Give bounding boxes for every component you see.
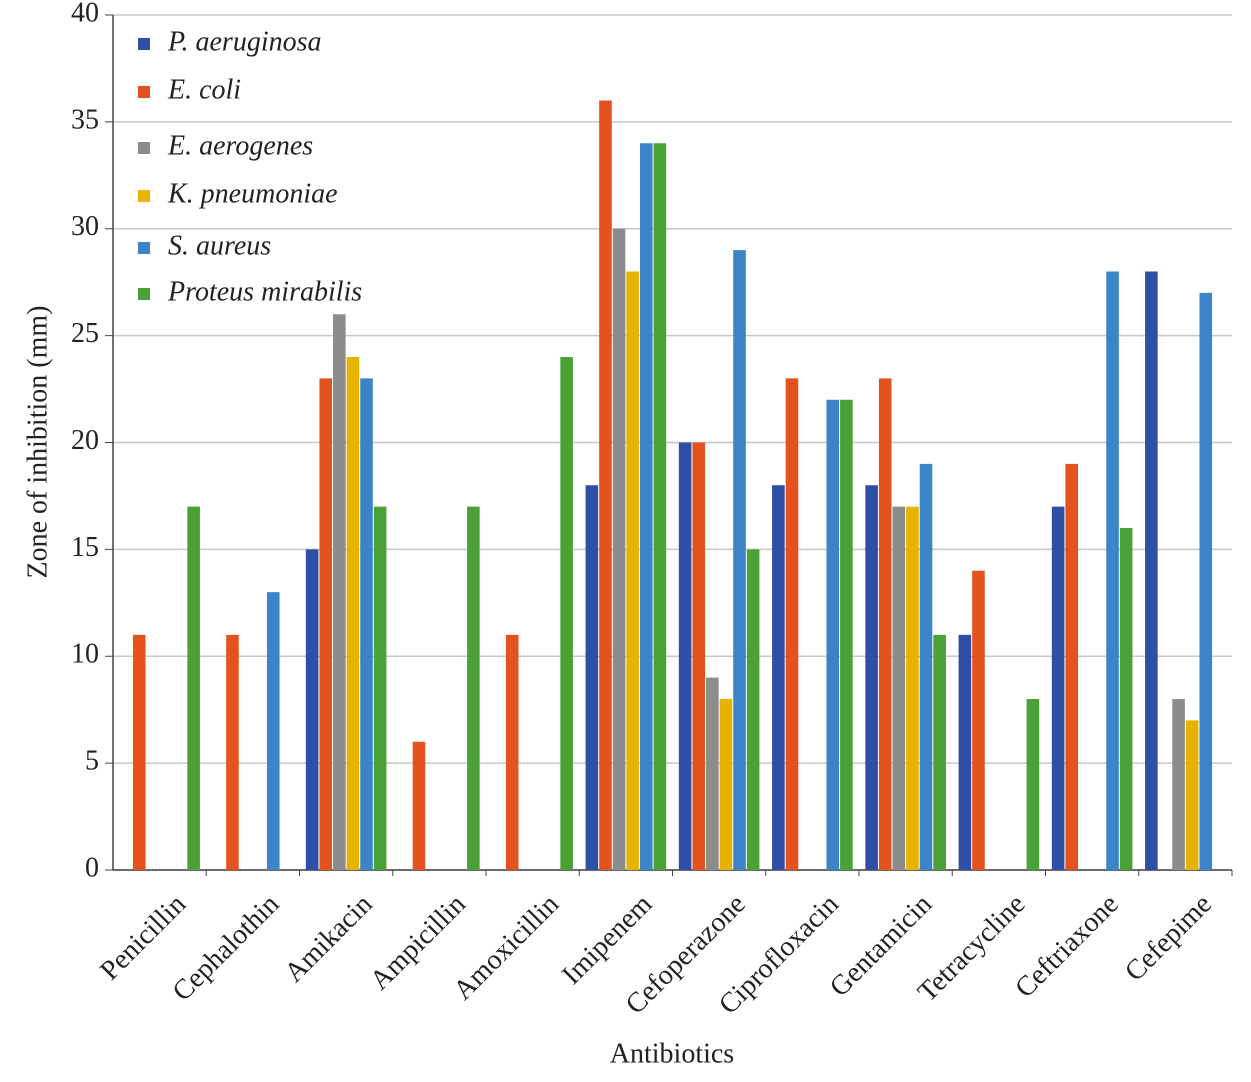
bar [612, 228, 626, 870]
bar [706, 677, 719, 870]
bar [865, 485, 878, 870]
bar [1172, 699, 1185, 870]
bar [692, 442, 706, 870]
bar [892, 506, 906, 870]
bar [187, 506, 200, 870]
bar [505, 634, 519, 870]
legend-label: P. aeruginosa [167, 26, 322, 57]
y-tick-label: 30 [71, 211, 99, 242]
bar [972, 570, 985, 870]
bar [678, 442, 692, 870]
bar [1145, 271, 1158, 870]
y-tick-label: 5 [85, 746, 99, 777]
legend-marker [138, 288, 150, 300]
bar [132, 634, 146, 870]
bar [599, 100, 612, 870]
legend-marker [138, 142, 150, 154]
bar [906, 506, 919, 870]
bar [785, 378, 799, 870]
bar [467, 506, 480, 870]
legend-marker [138, 242, 150, 254]
legend-label: E. aerogenes [167, 130, 313, 161]
bar [1026, 699, 1040, 870]
y-tick-label: 10 [71, 639, 99, 670]
bar [373, 506, 387, 870]
bar [772, 485, 785, 870]
x-tick-label: Cefepime [1119, 889, 1218, 988]
legend-label: S. aureus [168, 230, 271, 261]
y-axis-title: Zone of inhibition (mm) [22, 306, 53, 579]
bar [1199, 292, 1213, 870]
bar [266, 592, 280, 870]
bar [585, 485, 599, 870]
legend-label: K. pneumoniae [167, 178, 338, 209]
legend-label: E. coli [167, 74, 241, 105]
x-axis-title: Antibiotics [610, 1038, 734, 1069]
bar [560, 357, 573, 870]
bar [933, 634, 946, 870]
y-tick-label: 20 [71, 425, 99, 456]
legend-label: Proteus mirabilis [167, 276, 362, 307]
bar [719, 699, 733, 870]
bar [305, 549, 319, 870]
y-tick-label: 15 [71, 532, 99, 563]
bar [639, 143, 653, 870]
bar [1119, 528, 1133, 870]
bar [1185, 720, 1199, 870]
x-tick-label: Penicillin [94, 889, 192, 987]
bar [919, 463, 933, 870]
bar [653, 143, 667, 870]
bar [733, 250, 746, 870]
bar [826, 399, 840, 870]
legend-marker [138, 86, 150, 98]
bar [226, 634, 239, 870]
y-tick-label: 25 [71, 318, 99, 349]
bar [346, 357, 360, 870]
legend-marker [138, 38, 150, 50]
bar [746, 549, 760, 870]
y-tick-label: 0 [85, 852, 99, 883]
y-tick-label: 40 [71, 0, 99, 28]
legend-marker [138, 190, 150, 202]
bar [626, 271, 639, 870]
bar [840, 399, 853, 870]
bar [412, 741, 426, 870]
bar [319, 378, 333, 870]
bar [878, 378, 892, 870]
bar [958, 634, 972, 870]
bar [1065, 463, 1079, 870]
bar [360, 378, 373, 870]
bar [1106, 271, 1119, 870]
bar [1051, 506, 1065, 870]
y-tick-label: 35 [71, 104, 99, 135]
bar [333, 314, 346, 870]
